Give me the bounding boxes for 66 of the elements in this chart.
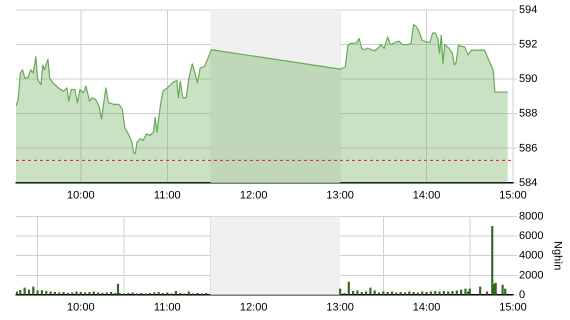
y-tick-label: 0 bbox=[519, 288, 526, 301]
bar bbox=[110, 292, 112, 295]
bar bbox=[421, 292, 424, 295]
bar bbox=[504, 288, 506, 295]
y-axis-title: Nghìn bbox=[551, 241, 564, 270]
x-tick-label: 12:00 bbox=[240, 301, 268, 314]
bar bbox=[447, 292, 450, 295]
x-tick-label: 13:00 bbox=[326, 301, 354, 314]
bar bbox=[434, 291, 436, 295]
x-tick-label: 14:00 bbox=[412, 301, 440, 314]
bar bbox=[369, 288, 372, 295]
x-tick-label: 11:00 bbox=[154, 189, 181, 202]
x-tick-label: 14:00 bbox=[412, 189, 440, 202]
bar bbox=[352, 291, 354, 295]
bar bbox=[174, 291, 177, 295]
bar bbox=[451, 291, 454, 295]
bar bbox=[19, 290, 22, 295]
bar bbox=[386, 292, 389, 295]
x-tick-label: 15:00 bbox=[499, 189, 527, 202]
y-tick-label: 4000 bbox=[519, 250, 544, 262]
y-tick-label: 584 bbox=[519, 176, 538, 189]
bar bbox=[16, 292, 18, 295]
bar bbox=[356, 290, 358, 295]
bar bbox=[491, 226, 494, 295]
bar bbox=[348, 282, 350, 295]
x-tick-label: 13:00 bbox=[326, 189, 354, 202]
y-tick-label: 8000 bbox=[519, 210, 544, 223]
bar bbox=[408, 292, 410, 295]
x-tick-label: 15:00 bbox=[499, 301, 527, 314]
bar bbox=[92, 292, 95, 295]
y-tick-label: 586 bbox=[519, 142, 538, 154]
bar bbox=[24, 288, 26, 295]
bar bbox=[479, 286, 482, 295]
bar bbox=[158, 292, 160, 295]
y-tick-label: 2000 bbox=[519, 269, 544, 282]
bar bbox=[360, 292, 363, 295]
bar bbox=[468, 288, 471, 295]
bar bbox=[116, 284, 120, 295]
bar bbox=[54, 292, 56, 295]
bar bbox=[456, 290, 458, 295]
bar bbox=[88, 292, 91, 295]
x-tick-label: 11:00 bbox=[154, 301, 181, 314]
bar bbox=[464, 288, 467, 295]
x-tick-label: 12:00 bbox=[240, 189, 268, 202]
bar bbox=[62, 292, 65, 295]
bar bbox=[412, 292, 415, 295]
bar bbox=[460, 290, 462, 295]
y-tick-label: 588 bbox=[519, 108, 538, 120]
bar bbox=[45, 291, 48, 295]
bar bbox=[442, 291, 445, 295]
bar bbox=[36, 290, 39, 295]
bar bbox=[32, 286, 34, 295]
y-tick-label: 6000 bbox=[519, 230, 544, 242]
y-tick-label: 590 bbox=[519, 73, 538, 86]
bar bbox=[339, 288, 342, 295]
bar bbox=[400, 292, 402, 295]
x-tick-label: 10:00 bbox=[67, 301, 95, 314]
bar bbox=[28, 290, 30, 295]
bar bbox=[425, 292, 428, 295]
bar bbox=[502, 284, 504, 295]
bar bbox=[40, 290, 44, 295]
y-tick-label: 594 bbox=[519, 4, 538, 16]
y-tick-label: 592 bbox=[519, 38, 538, 51]
bar bbox=[80, 292, 82, 295]
bar bbox=[374, 290, 376, 295]
x-tick-label: 10:00 bbox=[67, 189, 95, 202]
